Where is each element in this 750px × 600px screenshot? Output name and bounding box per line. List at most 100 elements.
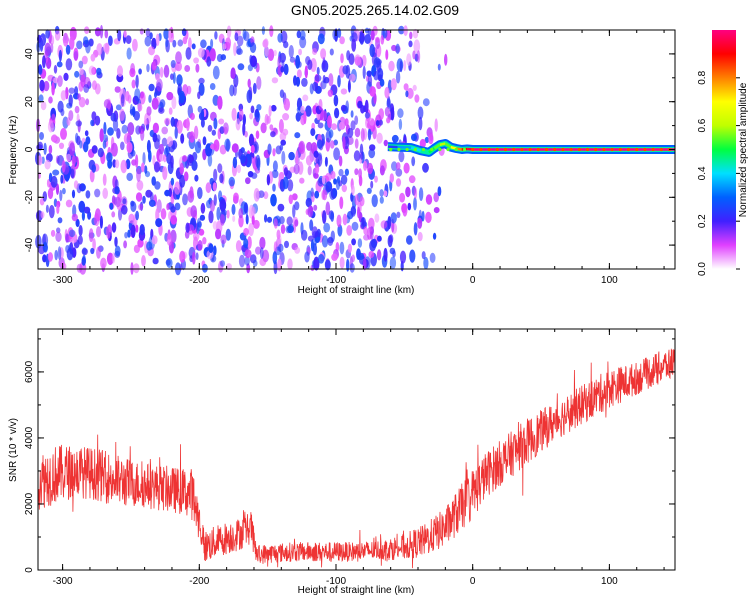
snr-trace	[37, 348, 676, 569]
spectrogram-cell	[279, 171, 285, 179]
spectrogram-cell	[111, 211, 116, 218]
spectrogram-cell	[37, 141, 43, 151]
colorbar-ticks: 0.0 0.2 0.4 0.6 0.8	[697, 70, 740, 276]
spectrogram-cell	[354, 115, 359, 125]
spectrogram-cell	[43, 142, 47, 155]
spectrogram-cell	[194, 141, 202, 154]
spectrogram-cell	[65, 58, 73, 71]
spectrogram-cell	[260, 122, 267, 134]
signal-point	[471, 147, 475, 152]
spectrogram-cell	[78, 60, 84, 69]
spectrogram-cell	[60, 174, 64, 184]
spectrogram-cell	[412, 84, 417, 91]
spectrogram-cell	[244, 131, 248, 138]
spectrogram-cell	[444, 53, 448, 66]
spectrogram-cell	[163, 154, 167, 163]
spectrogram-cell	[197, 47, 205, 58]
spectrogram-cell	[246, 89, 253, 104]
spectrogram-cell	[318, 98, 323, 111]
spectrogram-cell	[215, 228, 222, 240]
y-tick-label: 40	[24, 48, 35, 60]
spectrogram-cell	[264, 214, 268, 223]
spectrogram-cell	[340, 174, 348, 185]
spectrogram-cell	[310, 128, 316, 137]
snr-x-label: Height of straight line (km)	[298, 585, 415, 596]
spectrogram-cell	[305, 155, 313, 166]
spectrogram-cell	[279, 52, 286, 63]
spectrogram-cell	[188, 154, 195, 164]
spectrogram-cell	[109, 202, 114, 210]
spectrogram-cell	[405, 186, 411, 198]
chart-title: GN05.2025.265.14.02.G09	[290, 2, 460, 18]
spectrogram-cell	[110, 142, 118, 157]
spectrogram-cell	[389, 173, 394, 183]
spectrogram-cell	[409, 249, 416, 263]
spectrogram-cell	[152, 122, 159, 134]
spectrogram-cell	[354, 168, 359, 176]
spectrogram-cell	[102, 173, 107, 186]
spectrogram-cell	[47, 74, 55, 82]
spectrogram-cell	[42, 241, 48, 252]
spectrogram-cell	[288, 194, 293, 205]
spectrogram-cell	[83, 84, 90, 93]
spectrogram-cell	[132, 38, 138, 52]
spectrogram-cell	[134, 88, 141, 102]
spectrogram-cell	[126, 141, 133, 154]
spectrogram-cell	[193, 125, 199, 140]
spectrogram-cell	[138, 68, 142, 75]
spectrogram-cell	[347, 80, 351, 93]
spectrogram-cell	[244, 256, 250, 266]
spectrogram-cell	[337, 28, 342, 38]
spectrogram-cell	[57, 217, 63, 224]
spectrogram-cell	[159, 153, 165, 162]
spectrogram-cell	[281, 60, 285, 68]
spectrogram-cell	[166, 136, 174, 148]
spectrogram-cell	[152, 257, 159, 265]
spectrogram-cell	[379, 165, 385, 176]
spectrogram-cell	[314, 236, 318, 246]
spectrogram-cell	[66, 153, 72, 162]
spectrogram-cell	[149, 32, 153, 40]
spectrogram-cell	[158, 143, 165, 155]
spectrogram-cell	[48, 144, 53, 155]
spectrogram-cell	[75, 132, 79, 144]
spectrogram-cell	[296, 69, 302, 79]
snr-line	[37, 348, 676, 569]
spectrogram-cell	[247, 78, 251, 88]
spectrogram-cell	[314, 163, 320, 175]
spectrogram-cell	[434, 118, 438, 132]
spectrogram-cell	[346, 258, 350, 272]
spectrogram-cell	[378, 119, 383, 126]
spectrogram-cell	[170, 73, 174, 80]
spectrogram-cell	[70, 168, 75, 179]
spectrogram-cell	[331, 253, 338, 261]
spectrogram-cell	[380, 35, 385, 45]
spectrogram-cell	[226, 263, 232, 271]
spectrogram-cell	[68, 94, 73, 107]
spectrogram-cell	[75, 218, 80, 228]
spectrogram-cell	[200, 109, 205, 120]
spectrogram-cell	[114, 159, 120, 169]
spectrogram-cell	[273, 218, 278, 229]
spectrogram-cell	[220, 214, 225, 226]
spectrogram-cell	[135, 154, 139, 168]
spectrogram-cell	[284, 240, 289, 249]
spectrogram-cell	[288, 151, 295, 161]
spectrogram-cell	[293, 163, 300, 175]
spectrogram-cell	[60, 127, 67, 140]
spectrogram-cell	[390, 212, 397, 224]
spectrogram-cell	[246, 40, 252, 48]
spectrogram-cell	[176, 120, 183, 134]
spectrogram-x-label: Height of straight line (km)	[298, 285, 415, 296]
spectrogram-cell	[317, 122, 324, 129]
spectrogram-cell	[96, 226, 101, 238]
spectrogram-cell	[62, 187, 66, 195]
x-tick-label: 0	[470, 576, 476, 587]
spectrogram-cell	[356, 248, 361, 260]
spectrogram-cell	[81, 55, 88, 65]
spectrogram-cell	[341, 184, 347, 193]
spectrogram-cell	[373, 57, 381, 68]
spectrogram-cell	[163, 64, 170, 78]
spectrogram-cell	[161, 137, 168, 147]
spectrogram-cell	[216, 206, 221, 221]
